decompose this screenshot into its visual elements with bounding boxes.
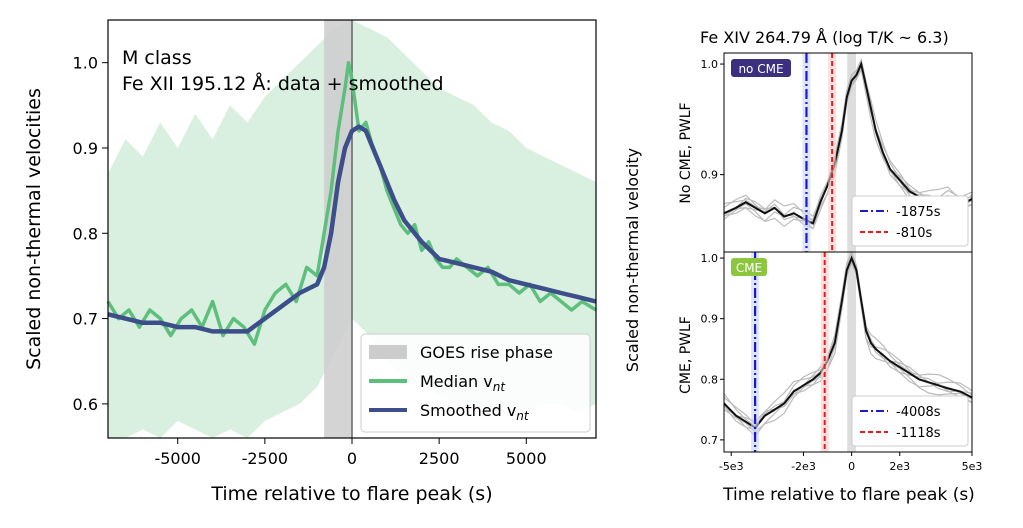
right-panel-0-ylabel: No CME, PWLF	[678, 102, 694, 203]
x-tick-label: 5000	[506, 449, 547, 468]
left-chart: -5000 -2500 0 2500 5000 0.6 0.7 0.8 0.9 1.0 M cl…	[23, 19, 597, 505]
panel-badge-label: CME	[736, 261, 762, 275]
y-tick-label: 0.7	[73, 310, 98, 329]
y-tick-label: 1.0	[73, 54, 98, 73]
left-series-group	[106, 60, 597, 346]
legend-label-median-sub: nt	[493, 380, 507, 394]
ensemble-line	[723, 57, 973, 223]
right-panel-1-ylabel: CME, PWLF	[678, 316, 694, 394]
right-chart: Fe XIV 264.79 Å (log T/K ~ 6.3) 0.9 1.0 no…	[623, 28, 982, 505]
y-tick-label: 1.0	[701, 58, 719, 71]
left-goes-rise-region	[324, 20, 352, 438]
legend-label-median: Median vnt	[420, 372, 506, 394]
y-tick-label: 1.0	[701, 252, 719, 265]
panel-legend-label: -810s	[896, 226, 933, 241]
legend-label-smoothed-main: Smoothed v	[420, 401, 516, 420]
x-tick-label: 0	[347, 449, 357, 468]
right-y-axis-label: Scaled non-thermal velocity	[623, 148, 642, 372]
panel-peak-shade	[847, 53, 856, 252]
y-tick-label: 0.7	[701, 434, 719, 447]
legend-swatch-goes	[369, 345, 407, 359]
x-tick-label: 2e3	[889, 460, 910, 473]
x-tick-label: 2500	[419, 449, 460, 468]
panel-legend-label: -4008s	[896, 405, 941, 420]
left-y-axis-label: Scaled non-thermal velocities	[23, 88, 45, 370]
x-tick-label: 5e3	[962, 460, 983, 473]
right-x-ticks: -5e3 -2e3 0 2e3 5e3	[719, 452, 983, 473]
legend-box	[360, 333, 591, 433]
left-x-axis-label: Time relative to flare peak (s)	[210, 483, 492, 505]
y-tick-label: 0.8	[701, 373, 719, 386]
right-panel-no-cme: 0.9 1.0 no CME -1875s -810s	[701, 52, 973, 253]
y-tick-label: 0.9	[701, 169, 719, 182]
legend-label-smoothed-sub: nt	[516, 409, 530, 423]
x-tick-label: -2500	[242, 449, 289, 468]
x-tick-label: -2e3	[791, 460, 816, 473]
panel-legend-box	[851, 395, 969, 447]
left-annotation-line-2: Fe XII 195.12 Å: data + smoothed	[122, 72, 444, 95]
y-tick-label: 0.9	[73, 139, 98, 158]
y-tick-label: 0.9	[701, 313, 719, 326]
x-tick-label: -5e3	[719, 460, 744, 473]
x-tick-label: 0	[848, 460, 855, 473]
panel-frame	[723, 251, 973, 453]
x-tick-label: -5000	[154, 449, 201, 468]
panel-peak-shade	[847, 252, 856, 452]
mean-series-line	[723, 255, 973, 430]
right-panel-cme: 0.7 0.8 0.9 1.0 CME -4008s -1118s	[701, 250, 973, 453]
right-chart-title: Fe XIV 264.79 Å (log T/K ~ 6.3)	[700, 28, 949, 47]
left-annotation-line-1: M class	[122, 47, 192, 69]
y-tick-label: 0.8	[73, 224, 98, 243]
panel-badge-label: no CME	[738, 62, 783, 76]
right-x-axis-label: Time relative to flare peak (s)	[722, 485, 975, 505]
ensemble-line	[723, 261, 973, 433]
panel-legend-label: -1875s	[896, 205, 941, 220]
panel-legend-label: -1118s	[896, 426, 941, 441]
legend-label-goes: GOES rise phase	[420, 343, 553, 362]
legend-label-smoothed: Smoothed vnt	[420, 401, 530, 423]
series-line-smoothed	[107, 124, 597, 334]
goes-rise-rect	[324, 20, 352, 438]
panel-badge-box	[731, 258, 767, 276]
y-tick-label: 0.6	[73, 395, 98, 414]
left-y-ticks: 0.6 0.7 0.8 0.9 1.0	[73, 54, 108, 414]
legend-label-median-main: Median v	[420, 372, 493, 391]
panel-legend-box	[851, 195, 969, 247]
left-x-ticks: -5000 -2500 0 2500 5000	[154, 438, 547, 468]
left-legend: GOES rise phase Median vnt Smoothed vnt	[360, 333, 591, 433]
panel-badge-box	[731, 59, 791, 77]
